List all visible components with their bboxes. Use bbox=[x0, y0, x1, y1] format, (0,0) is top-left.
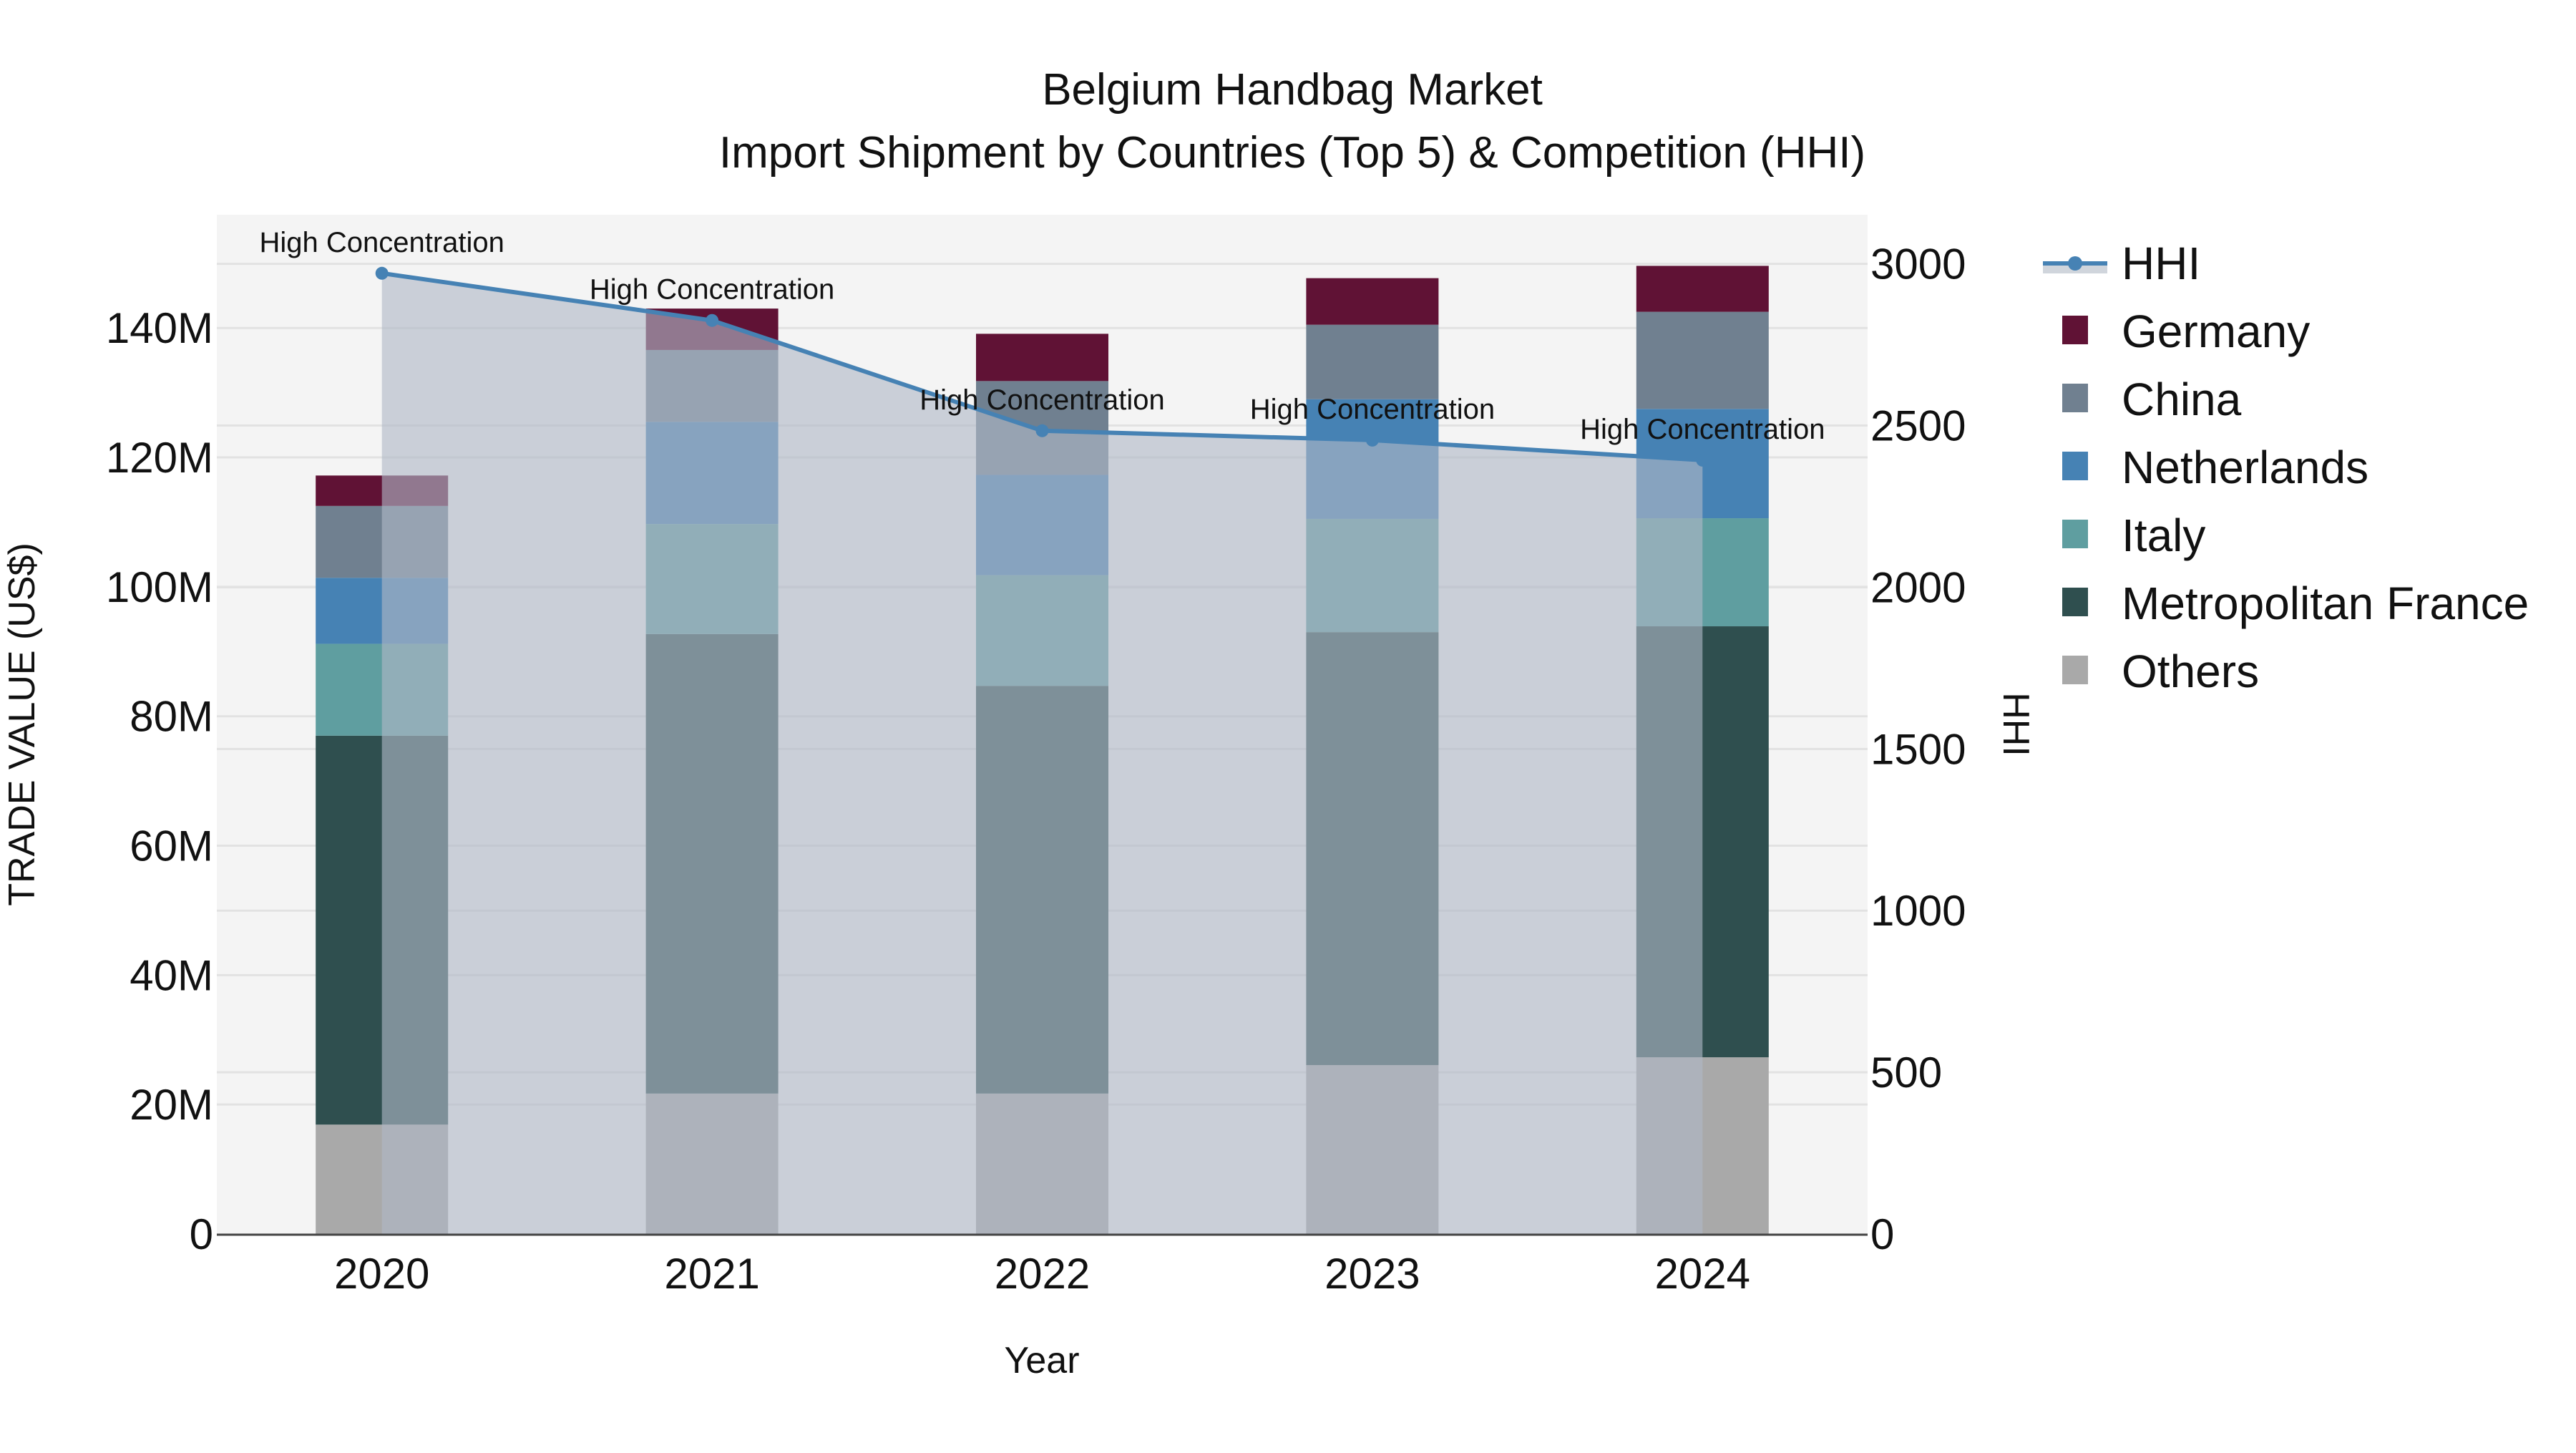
y2-tick-label: 2000 bbox=[1870, 563, 1966, 611]
y-axis-left: 0 20M 40M 60M 80M 100M 120M 140M bbox=[106, 304, 213, 1258]
x-tick-label: 2022 bbox=[995, 1250, 1090, 1298]
hhi-annotation: High Concentration bbox=[590, 274, 834, 306]
chart-title: Belgium Handbag Market bbox=[1042, 65, 1543, 115]
x-tick-label: 2023 bbox=[1324, 1250, 1420, 1298]
y-tick-label: 60M bbox=[130, 822, 213, 870]
x-axis: 2020 2021 2022 2023 2024 bbox=[334, 1250, 1750, 1298]
y-axis-title: TRADE VALUE (US$) bbox=[1, 543, 43, 906]
legend-label: Metropolitan France bbox=[2122, 578, 2529, 629]
x-tick-label: 2020 bbox=[334, 1250, 429, 1298]
hhi-area bbox=[381, 273, 1703, 1234]
y-tick-label: 0 bbox=[190, 1210, 213, 1258]
legend-swatch-icon bbox=[2062, 520, 2088, 548]
y2-tick-label: 2500 bbox=[1870, 402, 1966, 450]
y2-tick-label: 3000 bbox=[1870, 240, 1966, 288]
bar-segment-china[interactable] bbox=[1636, 311, 1769, 409]
x-axis-title: Year bbox=[1004, 1340, 1079, 1381]
y-axis-right: 0 500 1000 1500 2000 2500 3000 bbox=[1870, 240, 1966, 1258]
legend-label: China bbox=[2122, 374, 2242, 425]
hhi-area-fill bbox=[381, 273, 1703, 1234]
y-tick-label: 80M bbox=[130, 693, 213, 741]
hhi-annotations: High Concentration High Concentration High… bbox=[259, 227, 1825, 445]
legend-item-china[interactable]: China bbox=[2062, 374, 2242, 425]
y-tick-label: 20M bbox=[130, 1081, 213, 1129]
y-tick-label: 120M bbox=[106, 434, 213, 482]
bar-segment-germany[interactable] bbox=[1306, 278, 1439, 325]
hhi-annotation: High Concentration bbox=[259, 227, 504, 258]
legend-swatch-icon bbox=[2062, 316, 2088, 344]
chart-subtitle: Import Shipment by Countries (Top 5) & C… bbox=[719, 128, 1865, 178]
hhi-marker[interactable] bbox=[1696, 453, 1709, 467]
legend-item-metropolitan-france[interactable]: Metropolitan France bbox=[2062, 578, 2529, 629]
hhi-marker[interactable] bbox=[1035, 424, 1049, 437]
hhi-annotation: High Concentration bbox=[919, 384, 1164, 416]
hhi-marker[interactable] bbox=[375, 266, 389, 280]
legend-item-germany[interactable]: Germany bbox=[2062, 306, 2310, 357]
legend-swatch-icon bbox=[2062, 656, 2088, 684]
y2-tick-label: 1500 bbox=[1870, 725, 1966, 773]
y-tick-label: 40M bbox=[130, 951, 213, 999]
y2-axis-title: HHI bbox=[1995, 692, 2036, 757]
x-tick-label: 2021 bbox=[664, 1250, 759, 1298]
x-tick-label: 2024 bbox=[1655, 1250, 1750, 1298]
y2-tick-label: 1000 bbox=[1870, 887, 1966, 935]
legend-item-hhi[interactable]: HHI bbox=[2043, 238, 2200, 289]
hhi-annotation: High Concentration bbox=[1250, 394, 1495, 425]
legend-label: Germany bbox=[2122, 306, 2310, 357]
y2-tick-label: 500 bbox=[1870, 1049, 1942, 1097]
legend-label: Others bbox=[2122, 646, 2259, 697]
legend-label: Italy bbox=[2122, 510, 2205, 561]
legend-item-italy[interactable]: Italy bbox=[2062, 510, 2205, 561]
legend-swatch-icon bbox=[2062, 452, 2088, 480]
legend-item-others[interactable]: Others bbox=[2062, 646, 2259, 697]
y-tick-label: 100M bbox=[106, 563, 213, 611]
bar-segment-germany[interactable] bbox=[1636, 266, 1769, 312]
bar-segment-germany[interactable] bbox=[976, 334, 1108, 382]
legend-label: HHI bbox=[2122, 238, 2200, 289]
legend-label: Netherlands bbox=[2122, 442, 2368, 493]
hhi-marker[interactable] bbox=[706, 314, 719, 327]
hhi-legend-marker-icon bbox=[2068, 256, 2082, 271]
legend-swatch-icon bbox=[2062, 588, 2088, 616]
hhi-line bbox=[375, 266, 1709, 467]
y-tick-label: 140M bbox=[106, 304, 213, 352]
y2-tick-label: 0 bbox=[1870, 1210, 1894, 1258]
legend-item-netherlands[interactable]: Netherlands bbox=[2062, 442, 2368, 493]
bar-segment-china[interactable] bbox=[1306, 324, 1439, 399]
legend-swatch-icon bbox=[2062, 384, 2088, 412]
hhi-annotation: High Concentration bbox=[1580, 414, 1825, 445]
hhi-marker[interactable] bbox=[1365, 433, 1379, 447]
legend: HHI Germany China Netherlands Italy Metropoli… bbox=[2043, 238, 2529, 697]
